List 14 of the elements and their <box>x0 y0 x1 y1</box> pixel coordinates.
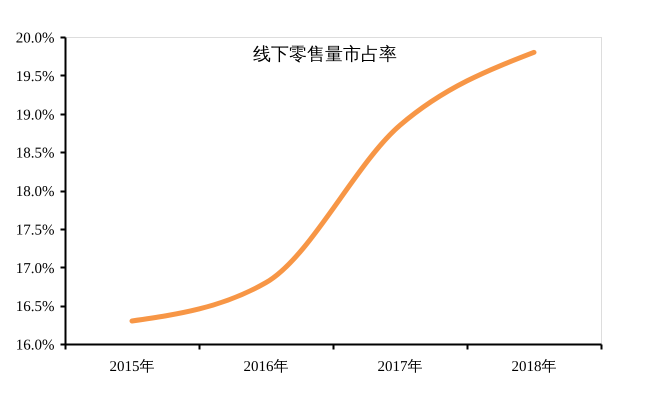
y-tick-label: 17.0% <box>16 260 54 277</box>
chart-title: 线下零售量市占率 <box>253 44 397 64</box>
y-tick-label: 16.0% <box>16 338 54 354</box>
y-tick-label: 20.0% <box>16 30 54 46</box>
y-tick-label: 16.5% <box>16 299 54 316</box>
y-tick-label: 17.5% <box>16 222 54 238</box>
y-tick-label: 18.5% <box>16 146 54 162</box>
y-tick-label: 18.0% <box>16 184 54 200</box>
x-tick-label: 2016年 <box>244 358 288 375</box>
x-tick-label: 2018年 <box>512 358 556 375</box>
x-tick-label: 2017年 <box>378 358 422 375</box>
y-tick-label: 19.5% <box>16 68 54 85</box>
x-tick-label: 2015年 <box>110 358 154 375</box>
y-tick-label: 19.0% <box>16 107 54 124</box>
